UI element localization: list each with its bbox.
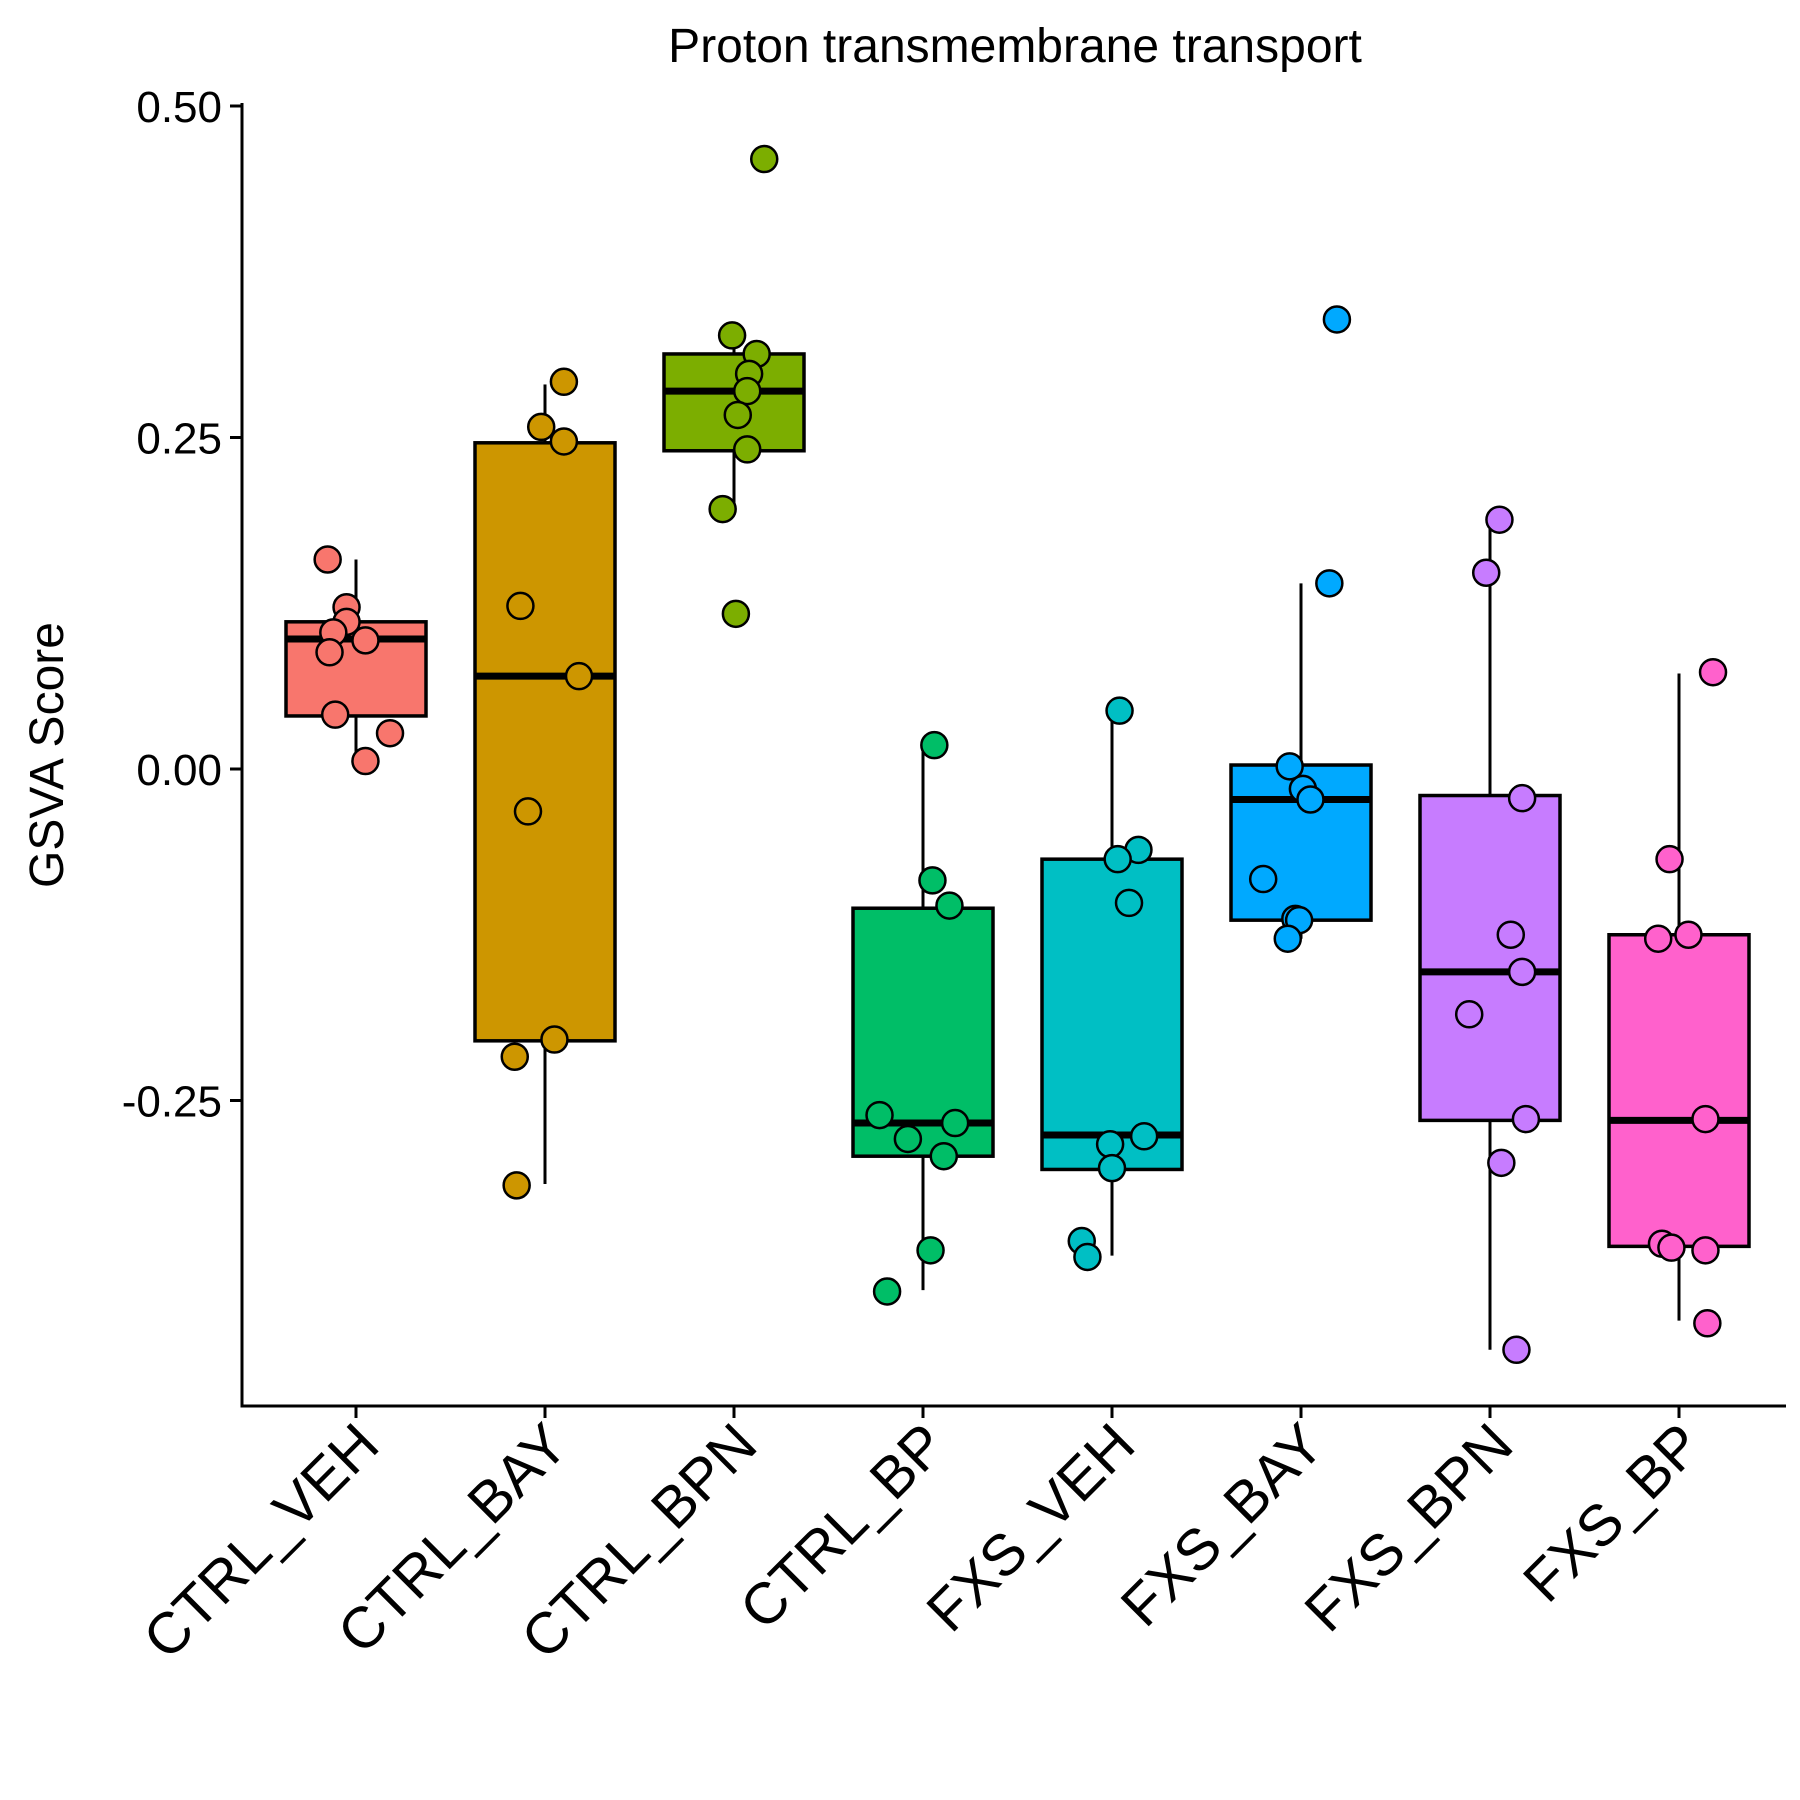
- boxes-layer: [284, 331, 1751, 1350]
- data-point: [375, 718, 405, 748]
- data-point: [506, 591, 535, 621]
- data-point: [1095, 1130, 1125, 1159]
- data-point: [893, 1124, 923, 1154]
- data-point: [940, 1108, 970, 1138]
- box: [1040, 857, 1184, 1172]
- data-point: [526, 412, 556, 442]
- data-point: [865, 1100, 894, 1130]
- data-point: [1693, 1309, 1722, 1338]
- data-point: [721, 599, 751, 629]
- data-point: [1103, 844, 1132, 874]
- data-point: [732, 376, 762, 406]
- data-point: [1471, 558, 1501, 588]
- data-point: [1105, 696, 1134, 725]
- box: [1607, 933, 1751, 1249]
- data-point: [749, 144, 779, 174]
- data-point: [1507, 783, 1537, 813]
- data-point: [1511, 1104, 1541, 1134]
- data-point: [1129, 1122, 1159, 1151]
- data-point: [1487, 1148, 1516, 1178]
- data-point: [315, 638, 344, 667]
- data-point: [313, 545, 342, 574]
- data-point: [1507, 957, 1537, 987]
- data-point: [564, 661, 594, 691]
- data-point: [502, 1171, 531, 1200]
- data-point: [1073, 1242, 1102, 1272]
- data-point: [549, 367, 579, 397]
- data-point: [1691, 1236, 1720, 1265]
- x-tick-label: FXS_BP: [1511, 1411, 1714, 1614]
- data-point: [929, 1141, 959, 1171]
- data-point: [1454, 1000, 1484, 1029]
- box: [473, 441, 617, 1043]
- points-layer: [313, 144, 1728, 1365]
- data-point: [1698, 657, 1728, 687]
- data-point: [1502, 1335, 1531, 1365]
- data-point: [500, 1042, 530, 1071]
- data-point: [1273, 924, 1303, 953]
- data-point: [1275, 752, 1304, 781]
- data-point: [320, 700, 350, 729]
- data-point: [918, 866, 947, 895]
- y-tick-label: 0.25: [136, 415, 222, 464]
- data-point: [1643, 924, 1673, 953]
- data-point: [717, 321, 747, 350]
- data-point: [872, 1277, 902, 1306]
- x-tick-label: FXS_BPN: [1292, 1411, 1525, 1644]
- data-point: [1485, 505, 1514, 534]
- x-axis-ticks: CTRL_VEHCTRL_BAYCTRL_BPNCTRL_BPFXS_VEHFX…: [131, 1406, 1714, 1671]
- y-axis-ticks: 0.50 0.25 0.00 -0.25: [122, 83, 242, 1127]
- data-point: [1097, 1153, 1127, 1183]
- data-point: [1315, 569, 1344, 598]
- y-tick-label: -0.25: [122, 1078, 222, 1127]
- data-point: [1296, 785, 1325, 814]
- data-point: [1322, 305, 1352, 334]
- x-tick-label: FXS_VEH: [914, 1411, 1147, 1644]
- y-tick-label: 0.00: [136, 746, 222, 795]
- data-point: [1496, 920, 1526, 949]
- chart-title: Proton transmembrane transport: [668, 20, 1362, 73]
- data-point: [1691, 1104, 1720, 1134]
- data-point: [1674, 920, 1703, 949]
- data-point: [540, 1025, 569, 1054]
- data-point: [723, 400, 753, 430]
- y-tick-label: 0.50: [136, 83, 222, 132]
- box: [1418, 793, 1562, 1123]
- data-point: [513, 797, 543, 826]
- data-point: [1114, 888, 1144, 918]
- data-point: [351, 626, 380, 655]
- data-point: [1657, 1233, 1686, 1262]
- data-point: [708, 494, 737, 524]
- data-point: [916, 1236, 945, 1265]
- y-axis-label: GSVA Score: [21, 622, 74, 888]
- data-point: [935, 891, 964, 920]
- data-point: [351, 746, 380, 776]
- data-point: [1655, 844, 1684, 874]
- data-point: [920, 730, 949, 760]
- data-point: [1248, 864, 1278, 894]
- data-point: [732, 435, 762, 464]
- data-point: [549, 427, 579, 456]
